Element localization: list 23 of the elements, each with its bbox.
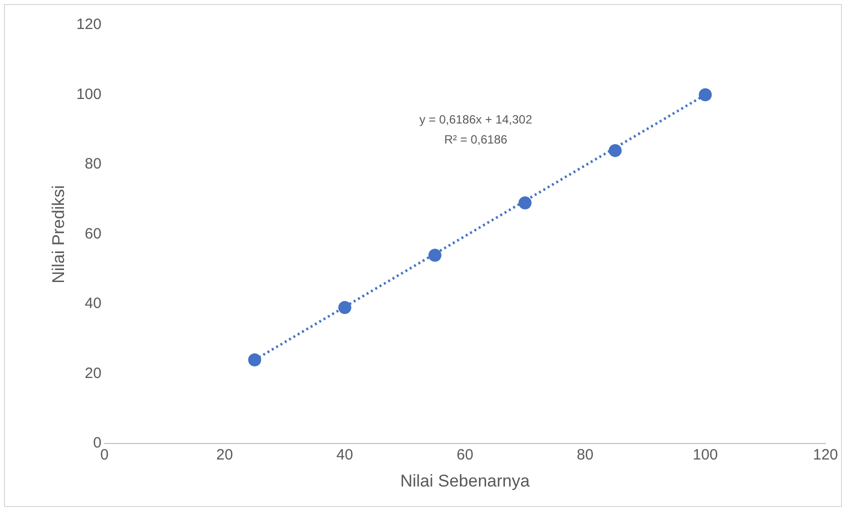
y-tick-label: 40: [84, 295, 102, 312]
y-tick-label: 100: [76, 86, 102, 103]
annotation: R² = 0,6186: [444, 132, 508, 146]
x-tick-label: 120: [812, 446, 838, 464]
x-tick-label: 40: [336, 446, 354, 464]
y-tick-label: 120: [76, 16, 102, 34]
y-tick-label: 60: [84, 225, 102, 242]
point: [248, 353, 262, 366]
point: [608, 144, 622, 158]
x-tick-label: 80: [576, 446, 594, 464]
y-tick-label: 20: [84, 364, 102, 382]
point: [518, 196, 532, 210]
x-tick-label: 20: [216, 446, 233, 464]
y-tick-label: 0: [93, 434, 102, 452]
annotation: y = 0,6186x + 14,302: [419, 112, 532, 126]
x-axis-title: Nilai Sebenarnya: [400, 471, 530, 490]
x-tick-label: 60: [456, 446, 474, 464]
point: [338, 301, 352, 314]
y-axis-title: Nilai Prediksi: [48, 185, 68, 284]
y-tick-label: 80: [84, 156, 102, 173]
point: [428, 248, 442, 262]
point: [698, 88, 712, 102]
x-tick-label: 100: [692, 446, 718, 464]
